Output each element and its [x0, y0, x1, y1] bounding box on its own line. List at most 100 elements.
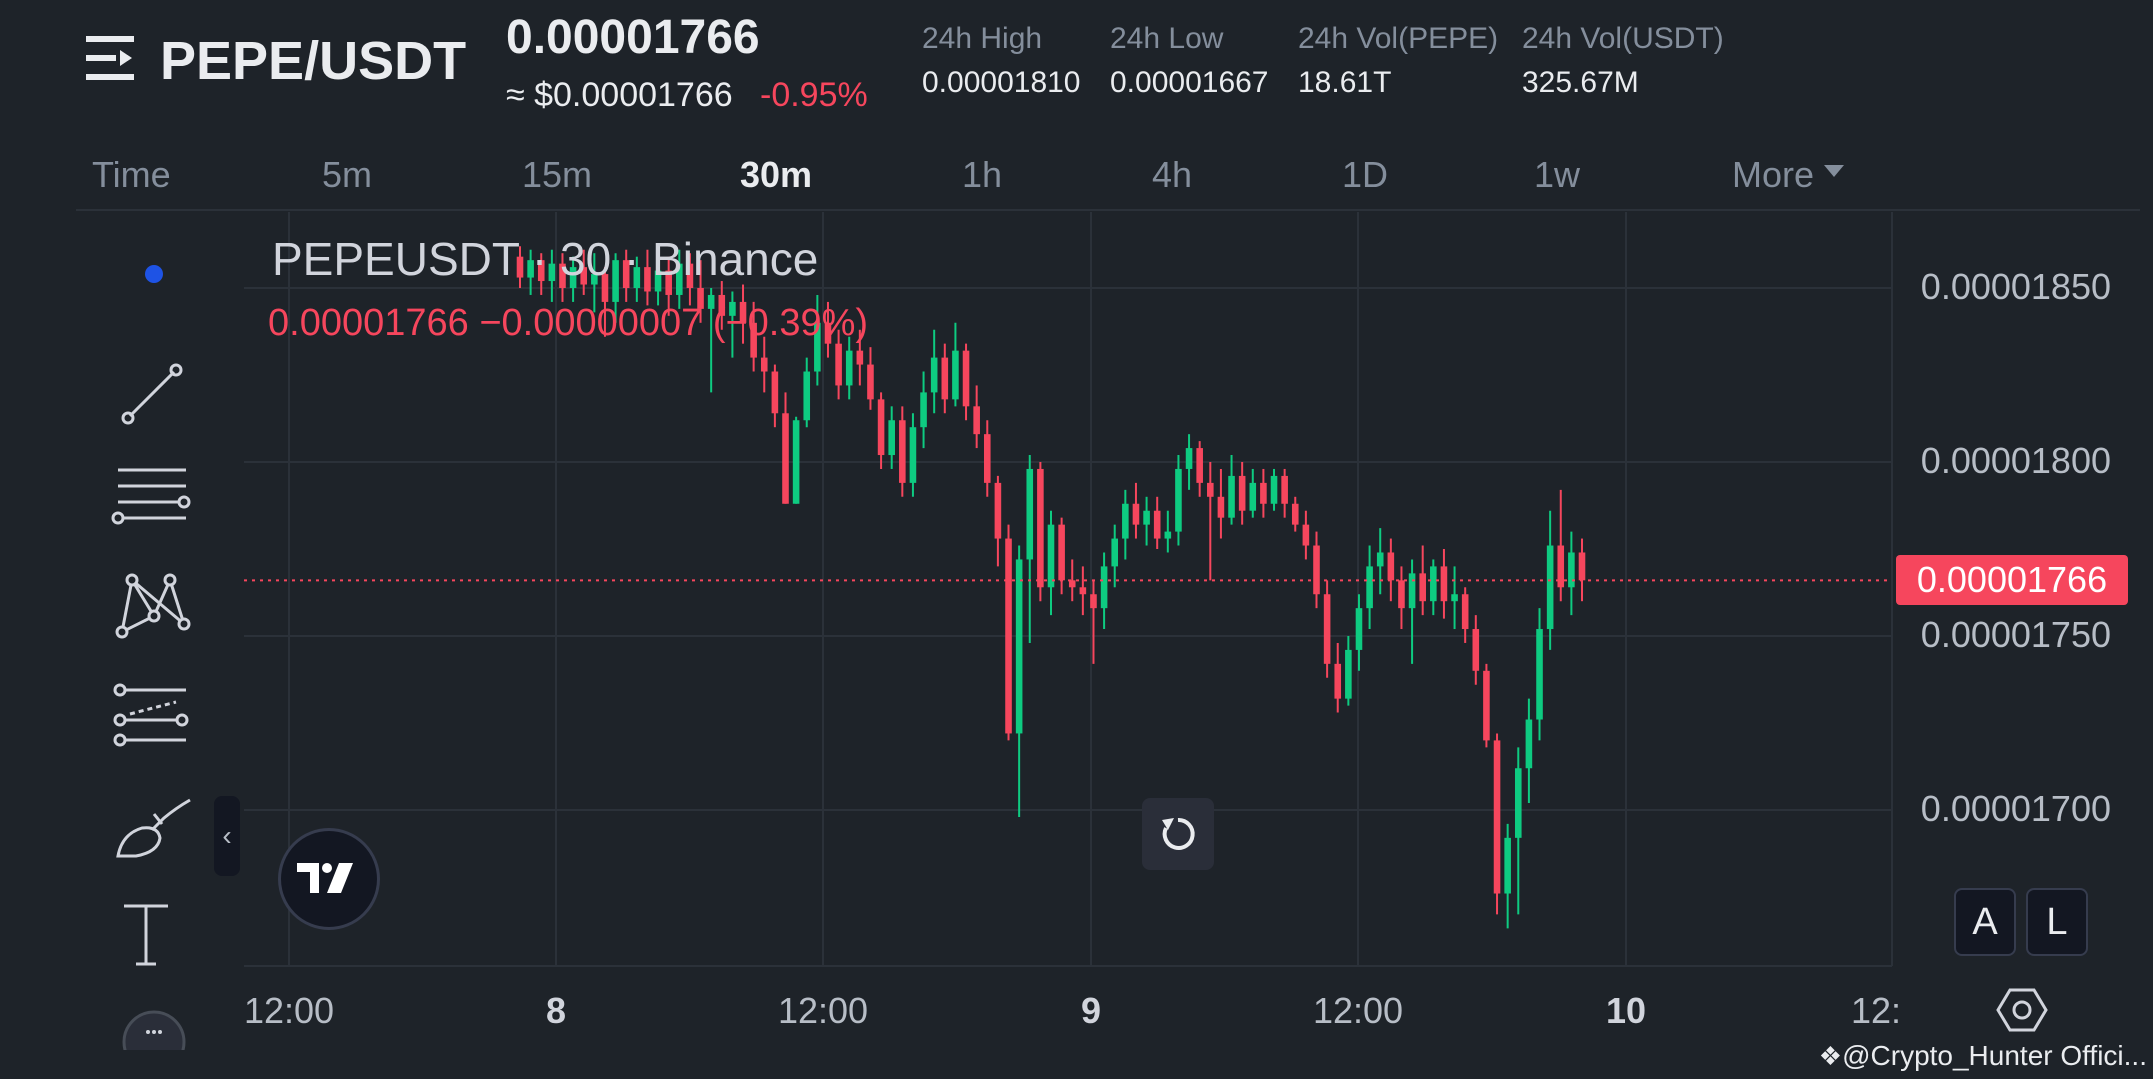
- brush-tool[interactable]: [106, 778, 202, 868]
- brush-icon: [116, 798, 191, 858]
- last-price: 0.00001766: [506, 11, 760, 64]
- candle-body: [1047, 524, 1055, 588]
- time-tick-label: 12:00: [777, 990, 869, 1031]
- collapse-toolbar-button[interactable]: ‹: [214, 796, 240, 876]
- candle-body: [867, 364, 874, 400]
- candle-body: [633, 267, 641, 288]
- candle-body: [516, 256, 524, 278]
- tab-1h[interactable]: 1h: [962, 154, 1003, 195]
- candle-body: [782, 413, 789, 504]
- candle-body: [601, 274, 609, 302]
- price-tick-label: 0.00001700: [1920, 788, 2111, 829]
- settings-icon[interactable]: [1996, 986, 2048, 1034]
- time-tick-label: 10: [1605, 990, 1647, 1031]
- candle-body: [888, 420, 895, 456]
- fib-retracement-tool[interactable]: [106, 450, 202, 540]
- candle-body: [1440, 566, 1448, 602]
- candle-body: [1058, 524, 1065, 581]
- candle-body: [845, 350, 853, 386]
- candle-body: [1026, 468, 1034, 560]
- chart-legend-values: 0.00001766 −0.00000007 (−0.39%): [268, 302, 869, 344]
- candle-body: [1079, 587, 1087, 595]
- candle-body: [994, 482, 1002, 539]
- tradingview-logo[interactable]: [278, 828, 380, 930]
- candle-body: [877, 399, 885, 456]
- watermark: ❖@Crypto_Hunter Offici...: [1819, 1040, 2147, 1072]
- candle-body: [1525, 719, 1533, 769]
- price-tick-label: 0.00001750: [1920, 614, 2111, 655]
- candle-body: [654, 270, 662, 292]
- tab-more-label: More: [1732, 154, 1815, 195]
- text-icon: [124, 904, 168, 966]
- candle-body: [1132, 503, 1140, 525]
- drawing-toolbar: [76, 212, 232, 1050]
- tab-4h[interactable]: 4h: [1152, 154, 1193, 195]
- tab-1w[interactable]: 1w: [1534, 154, 1581, 195]
- pattern-tool[interactable]: [106, 560, 202, 650]
- chart-legend-title: PEPEUSDT · 30 · Binance: [272, 233, 819, 285]
- menu-icon[interactable]: [86, 34, 138, 82]
- pair-title[interactable]: PEPE/USDT: [160, 31, 467, 91]
- text-tool[interactable]: [106, 888, 202, 978]
- watermark-text: @Crypto_Hunter Offici...: [1842, 1040, 2147, 1071]
- candle-body: [707, 294, 715, 309]
- candle-body: [1430, 566, 1437, 602]
- candle-body: [1345, 649, 1352, 699]
- candle-body: [1504, 837, 1511, 894]
- tab-more[interactable]: More: [1732, 154, 1845, 196]
- change-percent: -0.95%: [760, 76, 868, 114]
- more-tools-button[interactable]: [106, 986, 202, 1050]
- time-tick-label: 12:: [1850, 990, 1902, 1031]
- candle-body: [750, 322, 757, 358]
- tab-15m[interactable]: 15m: [522, 154, 593, 195]
- candle-body: [548, 263, 556, 282]
- candle-body: [569, 267, 577, 288]
- candle-body: [973, 406, 980, 435]
- candle-body: [697, 288, 704, 309]
- xabcd-pattern-icon: [115, 573, 191, 639]
- tab-1d[interactable]: 1D: [1342, 154, 1389, 195]
- tab-time[interactable]: Time: [92, 154, 171, 195]
- candle-body: [1207, 482, 1214, 497]
- candle-body: [1122, 503, 1129, 539]
- projection-tool[interactable]: [106, 668, 202, 758]
- auto-scale-button[interactable]: A: [1954, 888, 2016, 956]
- candle-body: [537, 260, 545, 282]
- candle-body: [771, 371, 779, 414]
- candle-body: [1472, 629, 1480, 671]
- trend-line-tool[interactable]: [106, 342, 202, 432]
- candle-body: [559, 263, 566, 288]
- candle-body: [909, 427, 917, 483]
- candle-body: [941, 357, 949, 400]
- candle-body: [527, 260, 534, 278]
- candle-body: [1578, 552, 1586, 581]
- candle-body: [1249, 482, 1257, 511]
- candle-body: [1228, 475, 1235, 518]
- current-price-tag: 0.00001766: [1896, 555, 2128, 606]
- candle-body: [718, 294, 726, 316]
- dot-cursor-icon: [145, 265, 163, 283]
- candle-body: [1175, 468, 1182, 532]
- candle-body: [1514, 768, 1522, 838]
- candle-body: [580, 267, 588, 285]
- trend-line-icon: [121, 363, 183, 425]
- candle-body: [792, 420, 800, 504]
- candle-body: [1291, 503, 1299, 525]
- candle-body: [729, 301, 736, 316]
- candle-body: [622, 260, 630, 288]
- candle-body: [1398, 580, 1405, 609]
- candle-body: [920, 392, 927, 428]
- candle-body: [1164, 531, 1172, 539]
- reset-chart-button[interactable]: [1142, 798, 1214, 870]
- candle-body: [1313, 545, 1320, 595]
- tab-5m[interactable]: 5m: [322, 154, 373, 195]
- crosshair-tool[interactable]: [106, 228, 202, 318]
- tab-30m[interactable]: 30m: [740, 154, 813, 195]
- candle-body: [1153, 510, 1161, 539]
- candle-body: [644, 267, 651, 292]
- candle-body: [1493, 740, 1501, 894]
- log-scale-button[interactable]: L: [2026, 888, 2088, 956]
- candle-body: [803, 371, 811, 421]
- stat-high-label: 24h High: [922, 22, 1043, 55]
